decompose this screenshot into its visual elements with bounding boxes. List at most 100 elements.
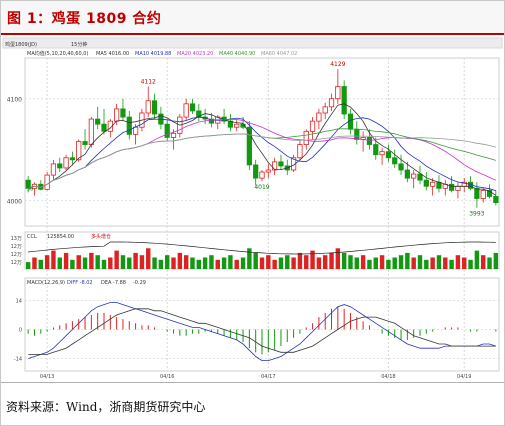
candle-body: [335, 86, 341, 100]
candle-body: [107, 120, 113, 132]
candlestick-chart: 4112 4129 4019 3993 36 4100 4000 13万 12万 12万 12万 1…: [1, 36, 504, 381]
volume-bar: [120, 255, 126, 269]
ma-legend-item: MA20 4023.20: [177, 51, 213, 57]
volume-bar: [430, 257, 435, 269]
volume-bar: [152, 257, 157, 269]
volume-bar: [171, 257, 176, 269]
panel-border: [24, 277, 500, 372]
ma5-line: [28, 103, 497, 196]
volume-bar: [38, 259, 44, 269]
ma60-line: [28, 133, 496, 189]
volume-bar: [32, 257, 37, 269]
volume-bar: [285, 255, 290, 269]
volume-tick-label: 12万: [11, 244, 22, 250]
candle-body: [95, 118, 101, 125]
volume-bar: [221, 257, 227, 269]
high-annotation: 4112: [141, 79, 156, 86]
open-interest-line: [28, 241, 496, 255]
candle-body: [240, 123, 246, 128]
volume-bar: [76, 255, 81, 269]
low-annotation: 4019: [254, 184, 269, 191]
macd-panel: [27, 302, 497, 362]
volume-bar: [95, 255, 100, 269]
volume-bar: [234, 259, 239, 269]
volume-bar: [335, 248, 341, 269]
period-label: 15分钟: [71, 41, 87, 48]
volume-bar: [449, 259, 454, 269]
ma-legend-item: MA5 4016.00: [96, 51, 129, 57]
candle-body: [25, 179, 31, 189]
candle-body: [411, 173, 417, 179]
volume-bar: [146, 248, 151, 269]
x-tick-label: 04/16: [160, 374, 174, 380]
volume-bar: [341, 252, 347, 269]
volume-bar: [57, 257, 62, 269]
candle-body: [272, 161, 278, 171]
macd-legend-dea: DEA -7.88: [101, 280, 126, 286]
source-note: 资料来源：Wind，浙商期货研究中心: [6, 400, 206, 414]
candle-body: [82, 141, 88, 145]
candle-body: [126, 116, 132, 135]
candle-body: [290, 157, 297, 171]
volume-bar: [101, 259, 107, 269]
ma-legend-item: MA40 4040.90: [219, 51, 255, 57]
volume-bar: [127, 257, 132, 269]
volume-bar: [272, 259, 277, 269]
candle-body: [101, 123, 107, 132]
legend-layer: MA均值(5,10,20,40,60,0) MA5 4016.00 MA10 401…: [5, 41, 297, 286]
volume-bar: [360, 255, 366, 269]
toolbar-strip: [2, 37, 503, 49]
volume-bar: [202, 257, 208, 269]
volume-bar: [89, 252, 94, 269]
candle-body: [234, 123, 240, 128]
volume-bar: [108, 257, 113, 269]
volume-bar: [373, 257, 378, 269]
candle-body: [76, 141, 82, 161]
macd-tick-label: 14: [16, 298, 22, 304]
volume-bar: [455, 255, 461, 269]
volume-bar: [291, 257, 296, 269]
candle-body: [455, 185, 461, 191]
candle-body: [132, 126, 139, 135]
chart-area: 4112 4129 4019 3993 36 4100 4000 13万 12万 12万 12万 1…: [1, 36, 504, 381]
x-tick-label: 04/18: [381, 374, 395, 380]
source-divider: [1, 382, 504, 383]
candle-body: [50, 163, 57, 176]
volume-bar: [354, 257, 360, 269]
volume-bar: [196, 259, 202, 269]
volume-bar: [424, 259, 429, 269]
volume-bar: [228, 255, 233, 269]
candle-body: [170, 132, 177, 138]
volume-bar: [348, 255, 353, 269]
volume-panel: [25, 241, 499, 269]
title-bar: 图 1：鸡蛋 1809 合约: [1, 1, 504, 33]
candle-body: [259, 171, 265, 179]
candle-body: [385, 151, 392, 159]
volume-bar: [329, 252, 334, 269]
candle-body: [208, 118, 215, 124]
macd-legend-value: -0.29: [133, 280, 146, 286]
volume-bar: [240, 257, 246, 269]
x-tick-label: 04/13: [40, 374, 54, 380]
volume-bar: [63, 252, 69, 269]
axis-layer: 4100 4000 13万 12万 12万 12万 14 0 -14 04/13 04/16 04/1…: [7, 97, 472, 380]
candle-body: [404, 169, 410, 179]
volume-bar: [405, 252, 410, 269]
volume-tick-label: 13万: [11, 236, 22, 242]
candle-body: [423, 179, 429, 187]
volume-tick-label: 12万: [11, 252, 22, 258]
volume-bar: [70, 259, 75, 269]
candle-body: [183, 103, 189, 118]
candle-body: [322, 106, 328, 114]
volume-legend-tag: 多头增仓: [91, 233, 111, 240]
candle-body: [430, 181, 436, 187]
volume-bar: [436, 255, 442, 269]
macd-dea-line: [28, 308, 496, 355]
volume-bar: [139, 255, 145, 269]
figure-title: 图 1：鸡蛋 1809 合约: [7, 11, 162, 27]
price-tick-label: 4000: [7, 199, 22, 206]
candle-body: [328, 98, 335, 108]
x-tick-label: 04/19: [457, 374, 471, 380]
volume-bar: [190, 257, 195, 269]
candle-body: [474, 187, 480, 199]
